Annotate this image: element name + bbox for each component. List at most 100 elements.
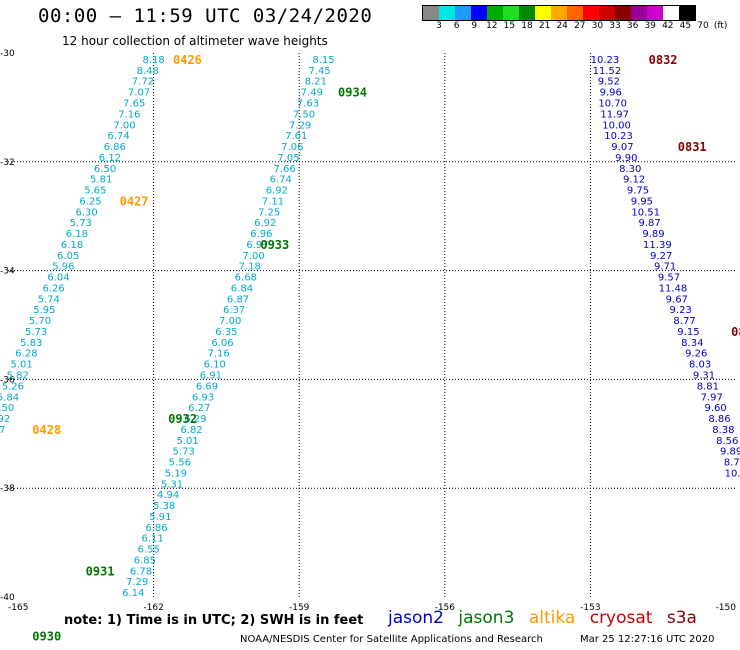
wave-height-value: 7.00	[242, 251, 264, 262]
wave-height-values: 8.188.487.727.077.657.167.006.746.866.12…	[0, 55, 740, 599]
pass-time-label: 0933	[260, 238, 289, 252]
wave-height-value: 7.16	[118, 109, 140, 120]
colorbar-label: 33	[609, 21, 621, 31]
wave-height-value: 6.28	[15, 349, 37, 360]
wave-height-value: 8.34	[681, 338, 703, 349]
legend-altika: altika	[528, 608, 576, 628]
wave-height-value: 5.19	[165, 468, 187, 479]
colorbar-swatch	[679, 6, 695, 20]
wave-height-value: 7.05	[277, 153, 299, 164]
wave-height-value: 7.45	[308, 66, 330, 77]
wave-height-value: 5.01	[176, 436, 198, 447]
colorbar-label: 45	[679, 21, 692, 31]
wave-height-value: 6.25	[79, 196, 101, 207]
wave-height-colorbar	[422, 5, 696, 21]
lat-tick-label: -30	[0, 49, 15, 59]
colorbar-swatch	[599, 6, 615, 20]
wave-height-value: 5.92	[0, 414, 10, 425]
wave-height-value: 9.26	[685, 349, 707, 360]
wave-height-value: 5.26	[2, 381, 24, 392]
wave-height-value: 7.07	[128, 88, 150, 99]
colorbar-label: 24	[556, 21, 568, 31]
wave-height-value: 5.84	[0, 392, 19, 403]
wave-height-value: 11.97	[600, 109, 629, 120]
pass-time-label: 0831	[678, 140, 707, 154]
wave-height-value: 5.91	[149, 512, 171, 523]
wave-height-value: 6.84	[231, 283, 253, 294]
wave-height-value: 5.74	[38, 294, 60, 305]
colorbar-swatch	[535, 6, 551, 20]
wave-height-value: 6.82	[180, 425, 202, 436]
wave-height-value: 10.23	[604, 131, 633, 142]
colorbar-swatch	[583, 6, 599, 20]
wave-height-value: 5.70	[29, 316, 51, 327]
colorbar-label: 12	[486, 21, 498, 31]
wave-height-value: 10.54	[725, 468, 740, 479]
wave-height-value: 5.83	[20, 338, 42, 349]
wave-height-value: 9.87	[638, 218, 660, 229]
wave-height-value: 6.74	[108, 131, 130, 142]
pass-time-labels: 0426 0934 0427 0933 0932 0428 0931 0930 0832 0831…	[32, 53, 740, 644]
wave-height-value: 8.77	[673, 316, 695, 327]
wave-height-value: 6.85	[134, 555, 156, 566]
lon-tick-label: -156	[435, 603, 456, 613]
wave-height-value: 6.30	[75, 207, 97, 218]
wave-height-value: 7.61	[285, 131, 307, 142]
wave-height-value: 7.25	[258, 207, 280, 218]
colorbar-label: 15	[503, 21, 516, 31]
wave-height-value: 6.06	[211, 338, 233, 349]
wave-height-value: 7.65	[123, 99, 145, 110]
wave-height-value: 9.75	[627, 186, 649, 197]
wave-height-value: 7.63	[297, 99, 319, 110]
satellite-legend: jason2 jason3 altika cryosat s3a	[388, 608, 706, 628]
colorbar-label: 36	[626, 21, 639, 31]
wave-height-value: 5.01	[10, 360, 32, 371]
wave-height-value: 10.51	[631, 207, 660, 218]
wave-height-value: 5.95	[33, 305, 55, 316]
wave-height-value: 9.31	[693, 371, 715, 382]
legend-jason3: jason3	[458, 608, 515, 628]
wave-height-value: 10.70	[598, 99, 627, 110]
wave-height-value: 6.10	[204, 360, 226, 371]
pass-time-label: 0930	[32, 630, 61, 644]
lon-tick-label: -159	[289, 603, 310, 613]
wave-height-value: 9.57	[658, 273, 680, 284]
wave-height-value: 9.95	[631, 196, 653, 207]
wave-height-value: 7.11	[262, 196, 284, 207]
wave-height-value: 6.27	[188, 403, 210, 414]
pass-time-label: 0934	[338, 86, 367, 100]
credit-text: NOAA/NESDIS Center for Satellite Applica…	[240, 634, 543, 645]
wave-height-value: 5.96	[52, 262, 74, 273]
wave-height-value: 7.97	[701, 392, 723, 403]
wave-height-value: 5.73	[25, 327, 47, 338]
lat-tick-label: -38	[0, 484, 15, 494]
wave-height-value: 6.92	[254, 218, 276, 229]
wave-height-value: 6.18	[61, 240, 83, 251]
wave-height-value: 6.50	[94, 164, 116, 175]
colorbar-label: (ft)	[713, 21, 728, 31]
colorbar-labels: 3 6 9 12 15 18 21 24 27 30 33 36 39 42 45 70 (ft)	[422, 21, 740, 35]
colorbar-label: 21	[538, 21, 551, 31]
wave-height-value: 5.38	[153, 501, 175, 512]
page-title: 00:00 – 11:59 UTC 03/24/2020	[38, 5, 373, 27]
wave-height-value: 11.39	[643, 240, 672, 251]
colorbar-swatch	[631, 6, 647, 20]
colorbar-label: 39	[644, 21, 656, 31]
wave-height-value: 6.86	[145, 523, 167, 534]
pass-time-label: 0932	[168, 412, 197, 426]
wave-height-value: 6.07	[0, 425, 6, 436]
wave-height-value: 9.15	[677, 327, 699, 338]
timestamp-text: Mar 25 12:27:16 UTC 2020	[580, 634, 715, 645]
wave-height-value: 6.18	[66, 229, 88, 240]
wave-height-value: 7.50	[293, 109, 315, 120]
colorbar-swatch	[551, 6, 567, 20]
wave-height-value: 8.15	[312, 55, 334, 66]
lon-tick-label: -165	[8, 603, 28, 613]
pass-time-label: 0426	[173, 53, 202, 67]
pass-time-label: 0832	[649, 53, 678, 67]
wave-height-value: 6.37	[223, 305, 245, 316]
wave-height-value: 6.92	[266, 186, 288, 197]
lat-tick-label: -32	[0, 158, 15, 168]
map-tick-labels: -165 -162 -159 -156 -153 -150 -30 -32 -34 -36 -38 -…	[0, 49, 736, 613]
